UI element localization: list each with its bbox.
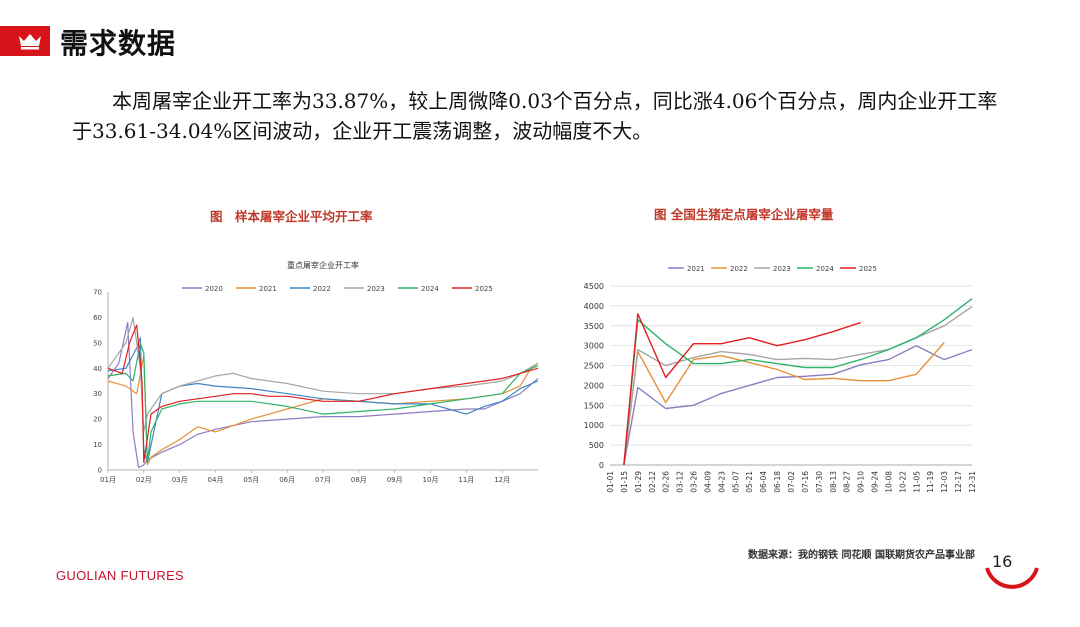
chart2-x-tick-label: 02-26 — [662, 471, 671, 493]
chart2-x-tick-label: 05-21 — [745, 471, 754, 493]
chart1-x-tick-label: 11月 — [458, 476, 474, 484]
chart1-x-tick-label: 01月 — [100, 476, 116, 484]
chart1-y-tick-label: 20 — [93, 416, 102, 424]
chart2-x-tick-label: 10-08 — [885, 471, 894, 493]
chart1-x-tick-label: 02月 — [136, 476, 152, 484]
chart1-x-tick-label: 12月 — [494, 476, 510, 484]
chart2-x-tick-label: 05-07 — [731, 471, 740, 493]
chart1-series-line-2023 — [107, 316, 539, 433]
chart-slaughter-rate: 重点屠宰企业开工率 2020 2021 2022 2023 2024 2025 0 10 20 30… — [93, 260, 539, 484]
header-crown-block — [0, 26, 50, 56]
chart2-x-tick-label: 12-17 — [954, 471, 963, 493]
crown-icon — [19, 34, 41, 50]
chart1-series-line-2020 — [107, 321, 539, 469]
chart1-series-line-2025 — [107, 324, 539, 463]
chart2-x-tick-label: 11-19 — [926, 471, 935, 493]
chart1-legend-label: 2024 — [421, 285, 439, 293]
chart2-series-line-2021 — [623, 344, 973, 466]
chart2-y-tick-label: 1500 — [584, 401, 604, 410]
chart2-legend-label: 2022 — [730, 265, 748, 273]
chart2-x-tick-label: 12-03 — [940, 471, 949, 493]
chart1-x-tick-label: 03月 — [172, 476, 188, 484]
chart2-series-line-2024 — [623, 298, 973, 466]
chart2-x-tick-label: 06-18 — [773, 471, 782, 493]
chart1-series-line-2024 — [107, 342, 539, 463]
chart1-x-tick-label: 04月 — [208, 476, 224, 484]
chart2-x-tick-label: 08-13 — [829, 471, 838, 493]
chart1-legend-label: 2022 — [313, 285, 331, 293]
chart1-x-tick-label: 07月 — [315, 476, 331, 484]
chart1-y-tick-label: 30 — [93, 390, 102, 398]
chart1-legend-label: 2025 — [475, 285, 493, 293]
chart2-y-tick-label: 1000 — [584, 421, 604, 430]
page-title: 需求数据 — [60, 27, 177, 60]
chart2-x-tick-label: 07-30 — [815, 471, 824, 493]
chart2-legend-label: 2023 — [773, 265, 791, 273]
chart2-x-tick-label: 09-10 — [857, 471, 866, 493]
chart1-x-tick-label: 05月 — [243, 476, 259, 484]
chart2-x-tick-label: 11-05 — [912, 471, 921, 493]
chart1-y-tick-label: 70 — [93, 289, 102, 297]
chart1-x-tick-label: 09月 — [387, 476, 403, 484]
chart2-x-tick-label: 02-12 — [648, 471, 657, 493]
chart2-y-tick-label: 3000 — [584, 342, 604, 351]
chart2-x-tick-label: 09-24 — [871, 471, 880, 493]
chart2-x-tick-label: 01-15 — [620, 471, 629, 493]
chart2-series-line-2022 — [623, 342, 945, 466]
chart2-y-tick-label: 3500 — [584, 322, 604, 331]
chart2-x-tick-label: 04-23 — [717, 471, 726, 493]
chart1-legend-label: 2021 — [259, 285, 277, 293]
chart1-y-tick-label: 0 — [98, 467, 102, 475]
chart2-y-tick-label: 0 — [599, 461, 604, 470]
chart2-x-tick-label: 03-12 — [676, 471, 685, 493]
chart1-legend-label: 2020 — [205, 285, 223, 293]
chart2-y-tick-label: 2500 — [584, 362, 604, 371]
chart2-y-tick-label: 4500 — [584, 282, 604, 291]
chart1-legend-label: 2023 — [367, 285, 385, 293]
summary-paragraph: 本周屠宰企业开工率为33.87%，较上周微降0.03个百分点，同比涨4.06个百… — [72, 89, 998, 143]
chart2-x-tick-label: 08-27 — [843, 471, 852, 493]
chart1-x-tick-label: 06月 — [279, 476, 295, 484]
chart2-y-tick-label: 2000 — [584, 381, 604, 390]
chart2-series-line-2025 — [623, 313, 861, 466]
chart2-y-tick-label: 4000 — [584, 302, 604, 311]
chart1-x-tick-label: 10月 — [423, 476, 439, 484]
chart2-x-tick-label: 01-29 — [634, 471, 643, 493]
chart2-legend-label: 2024 — [816, 265, 834, 273]
chart2-x-tick-label: 06-04 — [759, 471, 768, 493]
chart2-x-tick-label: 07-16 — [801, 471, 810, 493]
chart1-y-tick-label: 40 — [93, 365, 102, 373]
chart1-y-tick-label: 50 — [93, 339, 102, 347]
chart1-y-tick-label: 60 — [93, 314, 102, 322]
figure1-caption: 图 样本屠宰企业平均开工率 — [210, 209, 373, 224]
figure2-caption: 图 全国生猪定点屠宰企业屠宰量 — [654, 207, 834, 222]
company-logo: GUOLIAN FUTURES — [56, 568, 185, 583]
page-number: 16 — [992, 552, 1013, 571]
page-number-arc — [985, 567, 1039, 589]
chart2-x-tick-label: 12-31 — [968, 471, 977, 493]
chart2-legend-label: 2021 — [687, 265, 705, 273]
chart1-title: 重点屠宰企业开工率 — [287, 260, 359, 270]
chart2-legend-label: 2025 — [859, 265, 877, 273]
chart1-x-tick-label: 08月 — [351, 476, 367, 484]
chart2-x-tick-label: 07-02 — [787, 471, 796, 493]
chart2-x-tick-label: 01-01 — [606, 471, 615, 493]
chart2-x-tick-label: 10-22 — [898, 471, 907, 493]
chart-slaughter-volume: 2021 2022 2023 2024 2025 0 500 1000 1500 2000 2500… — [584, 265, 977, 493]
data-source-note: 数据来源：我的钢铁 同花顺 国联期货农产品事业部 — [748, 550, 975, 561]
chart2-y-tick-label: 500 — [589, 441, 604, 450]
chart2-x-tick-label: 03-26 — [690, 471, 699, 493]
chart1-y-tick-label: 10 — [93, 441, 102, 449]
chart1-series-line-2021 — [107, 354, 539, 466]
chart2-x-tick-label: 04-09 — [704, 471, 713, 493]
